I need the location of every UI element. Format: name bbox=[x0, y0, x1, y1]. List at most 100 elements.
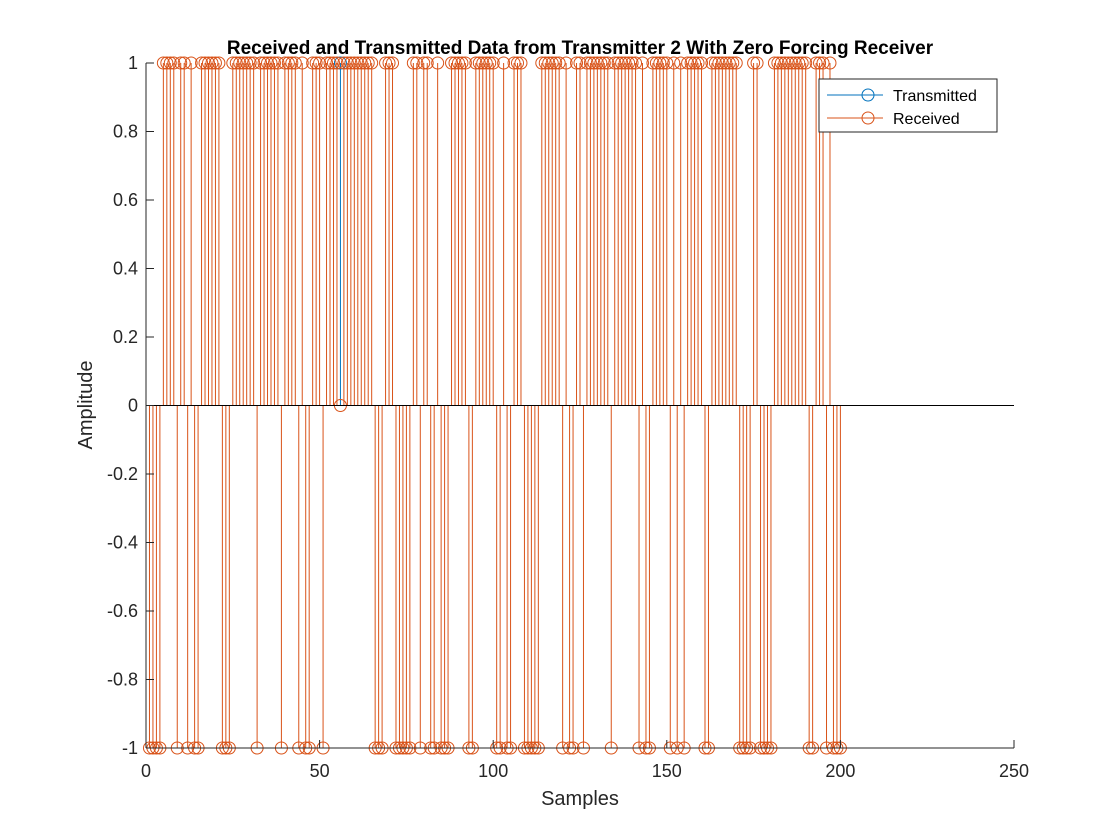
received-marker bbox=[712, 56, 726, 70]
received-marker bbox=[382, 56, 396, 70]
received-marker bbox=[611, 56, 625, 70]
received-marker bbox=[795, 56, 809, 70]
x-tick-label: 100 bbox=[478, 761, 508, 781]
received-marker bbox=[594, 56, 608, 70]
legend-received-marker bbox=[861, 111, 875, 125]
received-marker bbox=[788, 56, 802, 70]
received-marker bbox=[552, 56, 566, 70]
received-marker bbox=[538, 56, 552, 70]
received-marker bbox=[823, 56, 837, 70]
received-marker bbox=[778, 56, 792, 70]
y-tick-label: -0.6 bbox=[107, 601, 138, 621]
received-marker bbox=[590, 56, 604, 70]
received-marker bbox=[618, 56, 632, 70]
legend-received-label: Received bbox=[893, 111, 960, 128]
x-tick-label: 200 bbox=[825, 761, 855, 781]
received-marker bbox=[799, 56, 813, 70]
y-tick-label: 0.8 bbox=[113, 122, 138, 142]
received-marker bbox=[240, 56, 254, 70]
received-marker bbox=[254, 56, 268, 70]
received-marker bbox=[156, 56, 170, 70]
received-marker bbox=[476, 56, 490, 70]
received-marker bbox=[229, 56, 243, 70]
received-marker bbox=[681, 56, 695, 70]
received-marker bbox=[608, 56, 622, 70]
received-marker bbox=[448, 56, 462, 70]
received-marker bbox=[406, 56, 420, 70]
received-marker bbox=[781, 56, 795, 70]
received-marker bbox=[320, 56, 334, 70]
received-marker bbox=[774, 56, 788, 70]
received-marker bbox=[451, 56, 465, 70]
received-marker bbox=[597, 56, 611, 70]
received-marker bbox=[629, 56, 643, 70]
received-marker bbox=[247, 56, 261, 70]
received-marker bbox=[365, 56, 379, 70]
received-marker bbox=[205, 56, 219, 70]
received-marker bbox=[167, 56, 181, 70]
received-marker bbox=[646, 56, 660, 70]
received-marker bbox=[472, 56, 486, 70]
received-marker bbox=[163, 56, 177, 70]
chart-title: Received and Transmitted Data from Trans… bbox=[227, 38, 934, 59]
received-marker bbox=[625, 56, 639, 70]
received-marker bbox=[226, 56, 240, 70]
received-marker bbox=[587, 56, 601, 70]
received-marker bbox=[729, 56, 743, 70]
received-marker bbox=[386, 56, 400, 70]
received-marker bbox=[545, 56, 559, 70]
received-marker bbox=[177, 56, 191, 70]
received-marker bbox=[688, 56, 702, 70]
x-tick-label: 250 bbox=[999, 761, 1029, 781]
received-marker bbox=[306, 56, 320, 70]
received-marker bbox=[705, 56, 719, 70]
received-marker bbox=[691, 56, 705, 70]
received-marker bbox=[420, 56, 434, 70]
received-marker bbox=[212, 56, 226, 70]
received-marker bbox=[708, 56, 722, 70]
received-marker bbox=[483, 56, 497, 70]
received-marker bbox=[431, 56, 445, 70]
y-tick-label: -0.4 bbox=[107, 533, 138, 553]
received-marker bbox=[410, 56, 424, 70]
y-tick-label: -1 bbox=[122, 738, 138, 758]
received-marker bbox=[542, 56, 556, 70]
legend-transmitted-marker bbox=[861, 88, 875, 102]
received-marker bbox=[295, 56, 309, 70]
received-marker bbox=[208, 56, 222, 70]
received-marker bbox=[573, 56, 587, 70]
received-marker bbox=[660, 56, 674, 70]
y-tick-label: -0.2 bbox=[107, 464, 138, 484]
received-marker bbox=[174, 56, 188, 70]
received-marker bbox=[511, 56, 525, 70]
y-tick-label: 0.4 bbox=[113, 259, 138, 279]
received-marker bbox=[809, 56, 823, 70]
received-marker bbox=[160, 56, 174, 70]
received-marker bbox=[656, 56, 670, 70]
received-marker bbox=[337, 56, 351, 70]
received-marker bbox=[354, 56, 368, 70]
received-marker bbox=[771, 56, 785, 70]
received-marker bbox=[285, 56, 299, 70]
received-marker bbox=[559, 56, 573, 70]
received-marker bbox=[580, 56, 594, 70]
received-marker bbox=[309, 56, 323, 70]
received-marker bbox=[635, 56, 649, 70]
received-marker bbox=[288, 56, 302, 70]
x-tick-label: 150 bbox=[652, 761, 682, 781]
received-marker bbox=[622, 56, 636, 70]
received-marker bbox=[747, 56, 761, 70]
received-marker bbox=[785, 56, 799, 70]
received-marker bbox=[233, 56, 247, 70]
received-marker bbox=[674, 56, 688, 70]
received-marker bbox=[195, 56, 209, 70]
received-marker bbox=[330, 56, 344, 70]
received-marker bbox=[271, 56, 285, 70]
y-tick-label: 1 bbox=[128, 53, 138, 73]
received-marker bbox=[507, 56, 521, 70]
received-marker bbox=[684, 56, 698, 70]
received-marker bbox=[792, 56, 806, 70]
received-marker bbox=[198, 56, 212, 70]
y-tick-label: 0 bbox=[128, 396, 138, 416]
